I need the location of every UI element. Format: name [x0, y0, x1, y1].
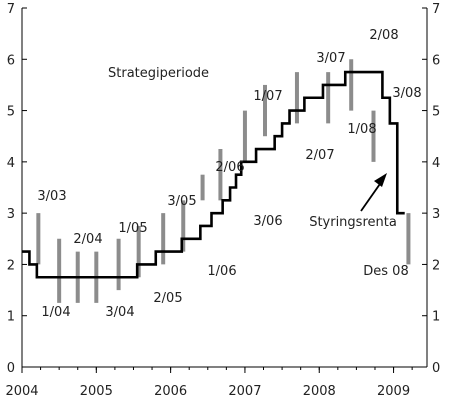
interval-label: 3/07 — [316, 51, 345, 66]
policy-rate-series — [22, 70, 405, 279]
x-tick-label: 2004 — [5, 384, 38, 399]
interval-label: 1/05 — [118, 221, 147, 236]
strategy-period-label: Strategiperiode — [108, 66, 209, 81]
interval-label: Des 08 — [363, 264, 408, 279]
interval-label: 1/06 — [207, 264, 236, 279]
y-tick-label-left: 5 — [7, 105, 15, 120]
y-tick-label-left: 6 — [7, 53, 15, 68]
y-tick-label-left: 1 — [7, 310, 15, 325]
chart-tick-labels: 0 0 1 1 2 2 3 3 4 4 5 5 6 6 7 7 2004 2005 2006 2007 2008 2009 — [5, 2, 440, 399]
y-tick-label-right: 5 — [432, 105, 440, 120]
y-tick-label-right: 2 — [432, 258, 440, 273]
y-tick-label-right: 6 — [432, 53, 440, 68]
y-tick-label-left: 2 — [7, 258, 15, 273]
interval-label: 2/04 — [73, 232, 102, 247]
y-tick-label-right: 0 — [432, 361, 440, 376]
x-tick-label: 2007 — [228, 384, 261, 399]
interval-label: 3/03 — [37, 189, 66, 204]
y-tick-label-left: 7 — [7, 2, 15, 17]
interval-label: 1/08 — [347, 122, 376, 137]
interval-label: 3/06 — [253, 214, 282, 229]
y-tick-label-left: 0 — [7, 361, 15, 376]
chart-annotations: 3/03 1/04 2/04 3/04 1/05 2/05 3/05 1/06 2/06 3/06… — [37, 28, 421, 320]
interval-label: 1/04 — [41, 305, 70, 320]
policy-rate-line — [22, 70, 405, 279]
policy-rate-label: Styringsrenta — [309, 215, 397, 230]
y-tick-label-right: 1 — [432, 310, 440, 325]
interval-label: 1/07 — [253, 89, 282, 104]
interval-label: 2/07 — [305, 148, 334, 163]
interval-label: 2/05 — [153, 291, 182, 306]
x-tick-label: 2005 — [80, 384, 113, 399]
y-tick-label-left: 3 — [7, 207, 15, 222]
x-tick-label: 2009 — [377, 384, 410, 399]
y-tick-label-right: 7 — [432, 2, 440, 17]
x-tick-label: 2006 — [154, 384, 187, 399]
y-tick-label-right: 3 — [432, 207, 440, 222]
interval-label: 3/04 — [105, 305, 134, 320]
interval-label: 3/08 — [392, 86, 421, 101]
x-tick-label: 2008 — [303, 384, 336, 399]
interval-label: 2/08 — [369, 28, 398, 43]
chart-axes — [21, 7, 428, 373]
interval-label: 2/06 — [215, 160, 244, 175]
annotation-arrow-shaft — [360, 180, 383, 212]
annotation-arrow-head — [374, 173, 387, 187]
y-tick-label-right: 4 — [432, 156, 440, 171]
strategy-intervals — [36, 59, 411, 303]
interval-label: 3/05 — [167, 194, 196, 209]
y-tick-label-left: 4 — [7, 156, 15, 171]
